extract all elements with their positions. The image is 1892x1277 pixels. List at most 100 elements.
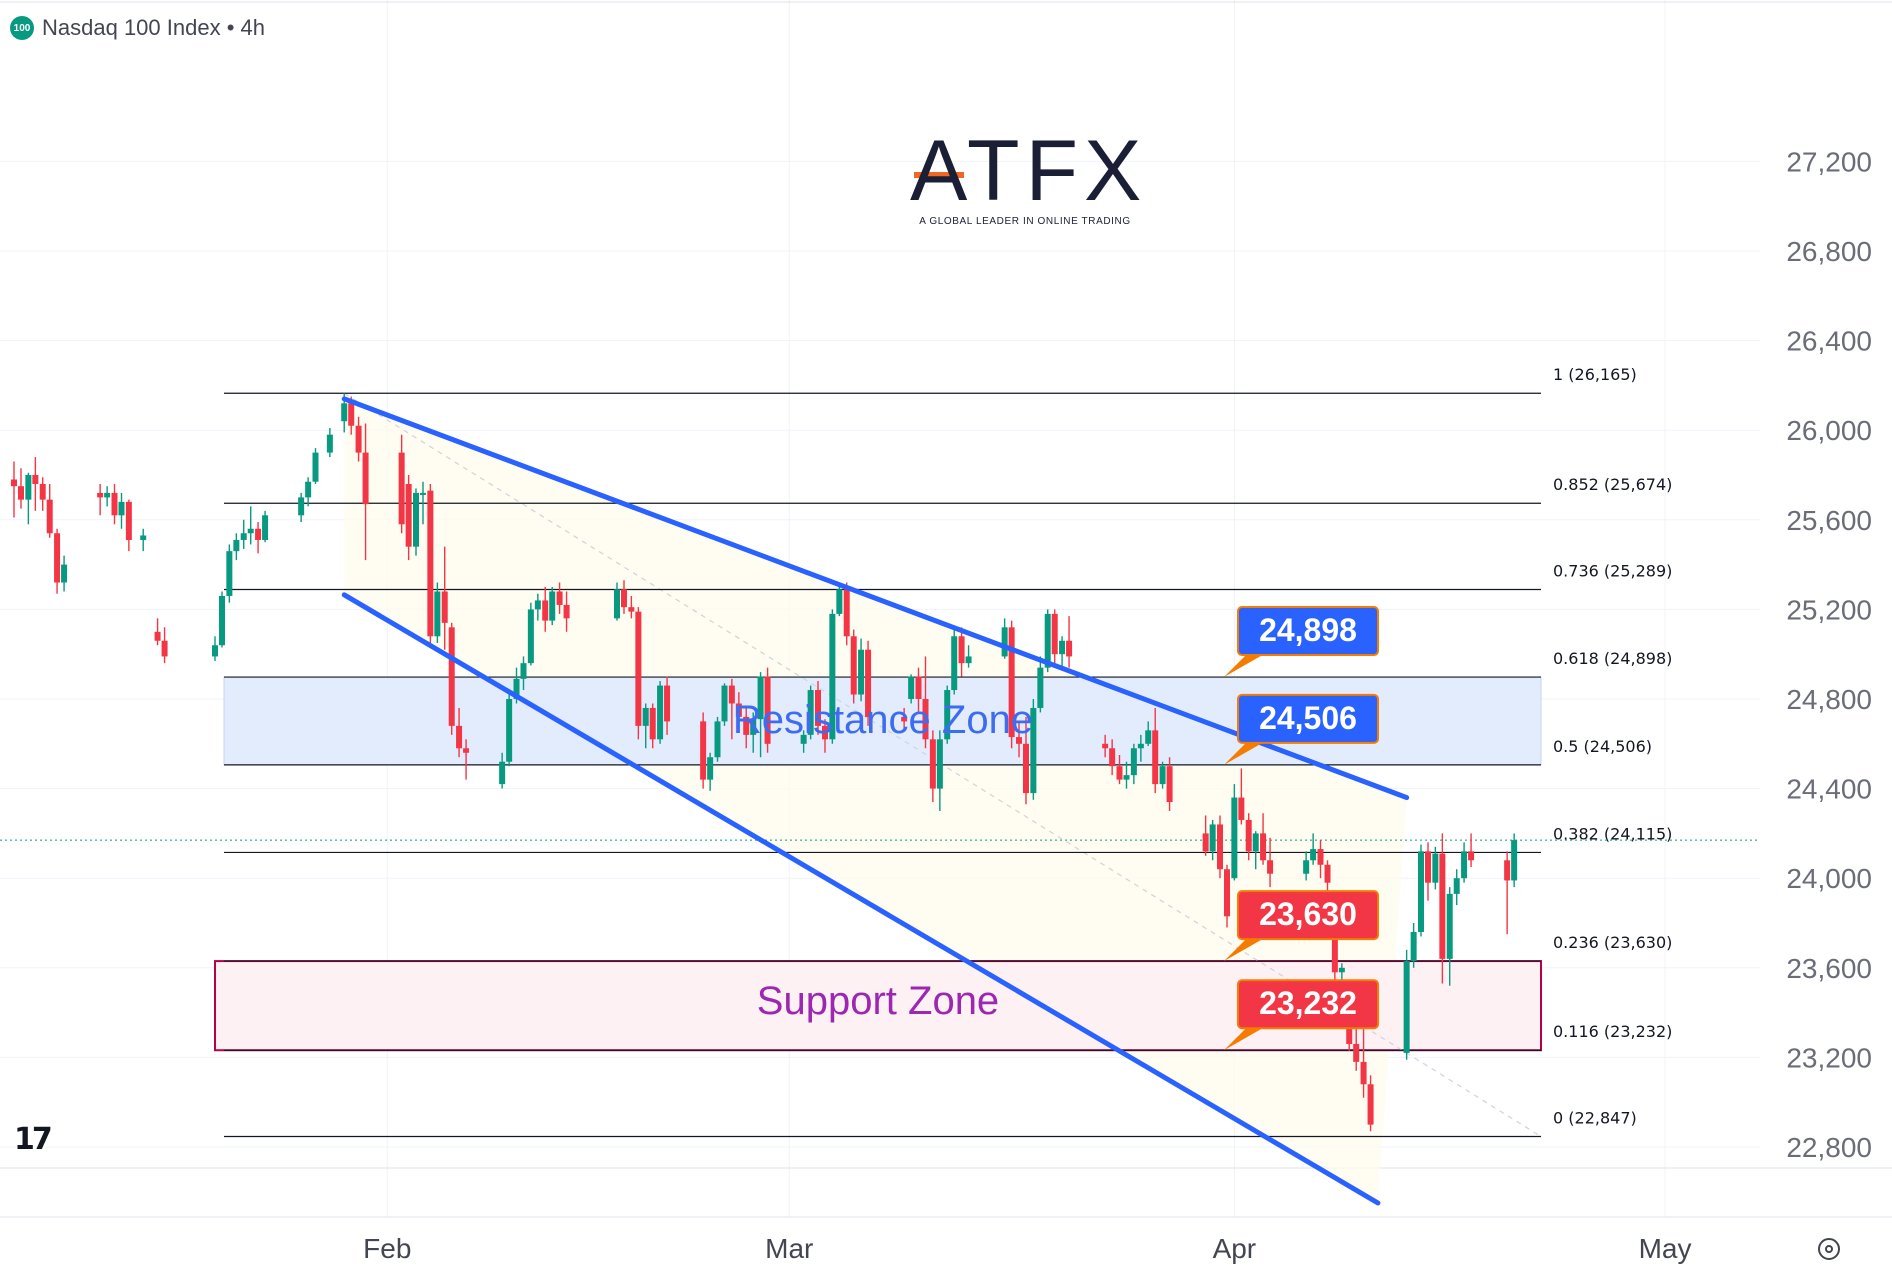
candle-body [1439, 853, 1446, 959]
candle-body [362, 452, 369, 505]
candle-body [1059, 640, 1066, 655]
candle-body [664, 685, 671, 722]
candle-body [965, 656, 972, 664]
candle-body [247, 528, 254, 534]
candle-body [11, 479, 17, 487]
candle-body [1504, 860, 1511, 881]
logo-tagline: A GLOBAL LEADER IN ONLINE TRADING [919, 216, 1131, 227]
tradingview-logo-icon[interactable]: 17 [14, 1122, 53, 1157]
candle-body [707, 757, 714, 780]
candle-body [1231, 797, 1238, 879]
candle-body [18, 486, 24, 500]
candle-body [1217, 824, 1223, 870]
candle-body [46, 499, 53, 534]
candle-body [728, 685, 735, 704]
support-zone-label: Support Zone [757, 979, 999, 1023]
candle-body [750, 719, 757, 735]
candle-body [262, 515, 269, 540]
y-tick-label: 24,800 [1786, 684, 1872, 715]
settings-gear-icon[interactable] [1818, 1238, 1840, 1260]
y-tick-label: 26,800 [1786, 236, 1872, 267]
y-tick-label: 27,200 [1786, 146, 1872, 177]
candle-body [527, 609, 534, 664]
y-tick-label: 22,800 [1786, 1132, 1872, 1163]
symbol-badge-icon: 100 [10, 16, 34, 40]
candle-body [657, 685, 664, 740]
candle-body [1425, 851, 1431, 883]
candle-body [1367, 1084, 1374, 1125]
logo-accent [914, 172, 964, 178]
fib-level-label: 0.5 (24,506) [1553, 737, 1652, 756]
candle-body [944, 690, 951, 740]
candle-body [1066, 640, 1073, 657]
candle-body [1102, 743, 1109, 749]
candle-body [700, 721, 707, 780]
candle-body [807, 690, 814, 735]
candle-body [434, 591, 441, 637]
fib-level-label: 0.736 (25,289) [1553, 561, 1672, 580]
candle-body [305, 481, 312, 498]
candle-body [427, 490, 434, 637]
logo-wordmark: ATFX [910, 123, 1148, 219]
candle-body [714, 721, 721, 758]
candle-body [1044, 613, 1051, 668]
candle-body [628, 607, 635, 612]
candle-body [800, 734, 807, 744]
candle-body [1338, 967, 1345, 973]
fib-level-label: 0.116 (23,232) [1553, 1022, 1672, 1041]
symbol-title: Nasdaq 100 Index • 4h [42, 15, 265, 40]
candle-body [499, 761, 506, 785]
candle-body [1403, 961, 1410, 1053]
candle-body [1030, 707, 1037, 794]
candle-body [326, 434, 333, 453]
callout-box [1237, 979, 1379, 1030]
candle-body [614, 589, 620, 619]
candle-body [161, 640, 168, 657]
candle-body [929, 739, 936, 789]
candle-body [721, 685, 728, 722]
candle-body [1331, 936, 1338, 973]
candle-body [1016, 737, 1022, 744]
x-tick-label: Apr [1213, 1233, 1257, 1264]
candle-body [1317, 849, 1324, 865]
candle-body [405, 483, 412, 547]
y-tick-label: 25,600 [1786, 505, 1872, 536]
candle-body [1051, 613, 1058, 655]
candle-body [104, 492, 111, 498]
candle-body [1116, 766, 1123, 780]
candle-body [513, 678, 520, 699]
candle-body [54, 533, 61, 583]
candle-body [642, 707, 649, 726]
x-tick-label: Mar [765, 1233, 813, 1264]
candle-body [542, 600, 549, 621]
channel-lower-line[interactable] [341, 592, 1381, 1206]
candle-body [563, 604, 570, 619]
candle-body [1145, 730, 1152, 744]
candle-body [240, 533, 247, 540]
candle-body [1267, 860, 1274, 874]
candle-body [1137, 743, 1144, 749]
candle-body [413, 492, 419, 547]
candle-body [858, 649, 865, 695]
candle-body [420, 492, 426, 495]
atfx-logo: ATFX A GLOBAL LEADER IN ONLINE TRADING [910, 123, 1148, 227]
candle-body [1310, 849, 1317, 861]
candle-body [743, 716, 750, 735]
candle-body [757, 676, 764, 720]
symbol-header[interactable]: 100 Nasdaq 100 Index • 4h [10, 12, 265, 44]
price-callout-label: 23,232 [1259, 985, 1357, 1021]
y-tick-label: 23,600 [1786, 953, 1872, 984]
fib-level-label: 0.852 (25,674) [1553, 475, 1672, 494]
fib-level-label: 1 (26,165) [1553, 365, 1637, 384]
candle-body [1152, 730, 1159, 785]
x-tick-label: May [1639, 1233, 1692, 1264]
candle-body [1260, 833, 1267, 861]
candle-body [233, 539, 240, 552]
candle-body [39, 483, 46, 500]
candle-body [219, 595, 225, 646]
candle-body [125, 501, 132, 540]
candle-body [1410, 931, 1417, 962]
channel-upper-line[interactable] [341, 396, 1410, 801]
resistance-zone-label: Resistance Zone [733, 698, 1033, 742]
